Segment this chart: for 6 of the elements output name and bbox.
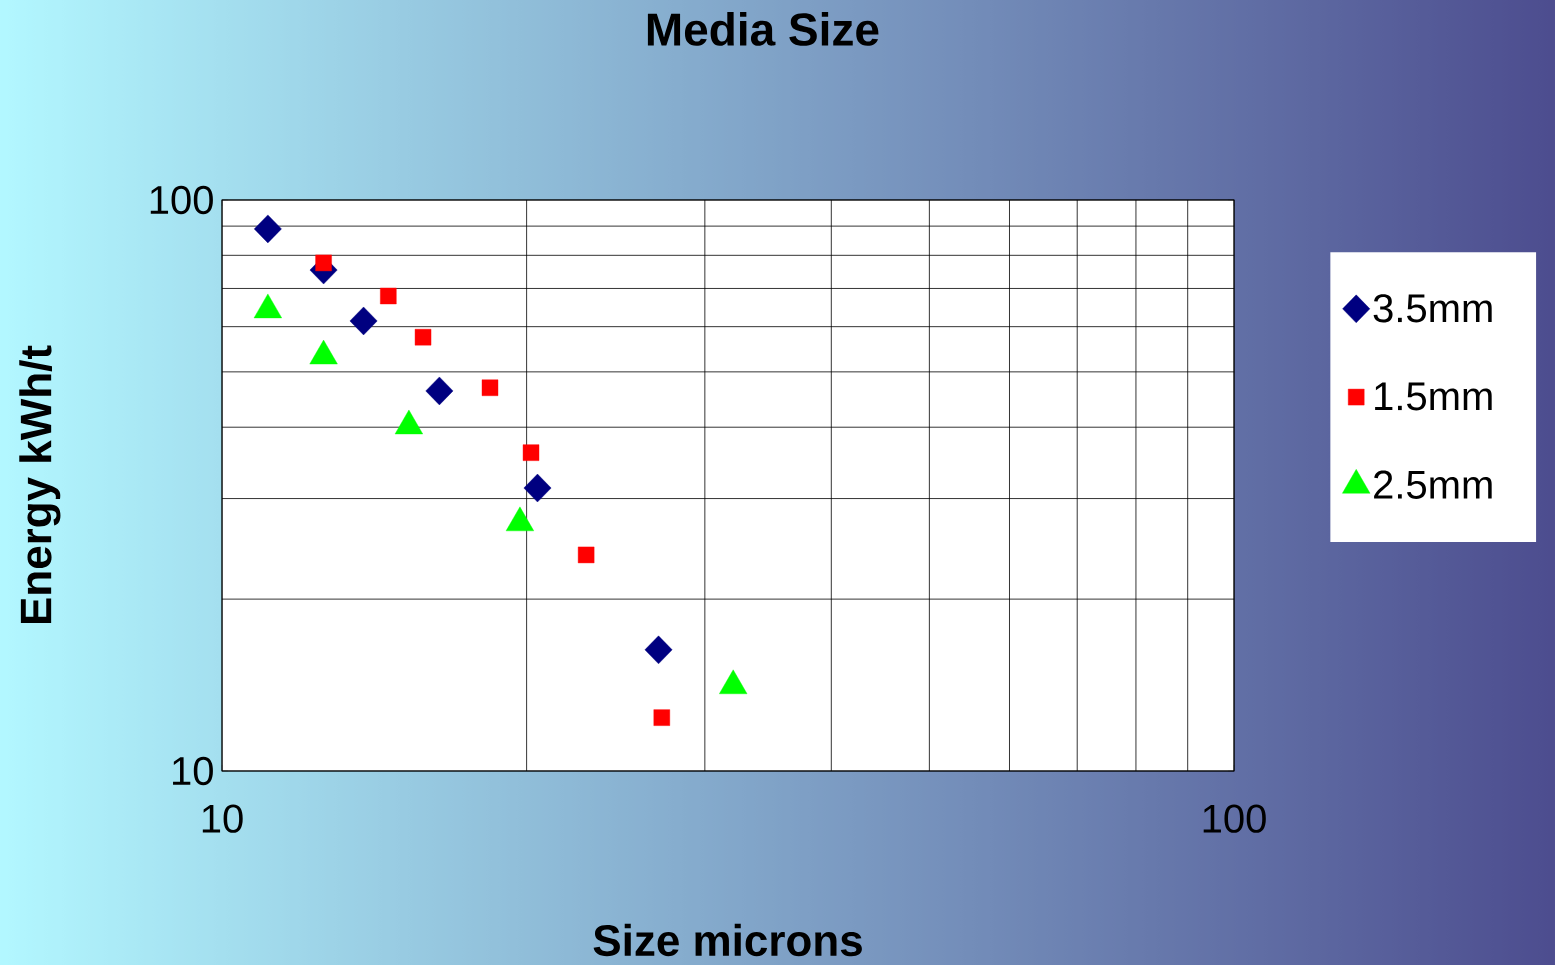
chart-title: Media Size: [647, 12, 879, 46]
legend-label: 2.5mm: [1374, 470, 1492, 499]
y-axis-title: Energy kWh/t: [19, 345, 61, 624]
x-axis-title: Size microns: [593, 923, 862, 957]
legend-label: 3.5mm: [1373, 294, 1492, 323]
legend-label: 1.5mm: [1375, 382, 1492, 411]
